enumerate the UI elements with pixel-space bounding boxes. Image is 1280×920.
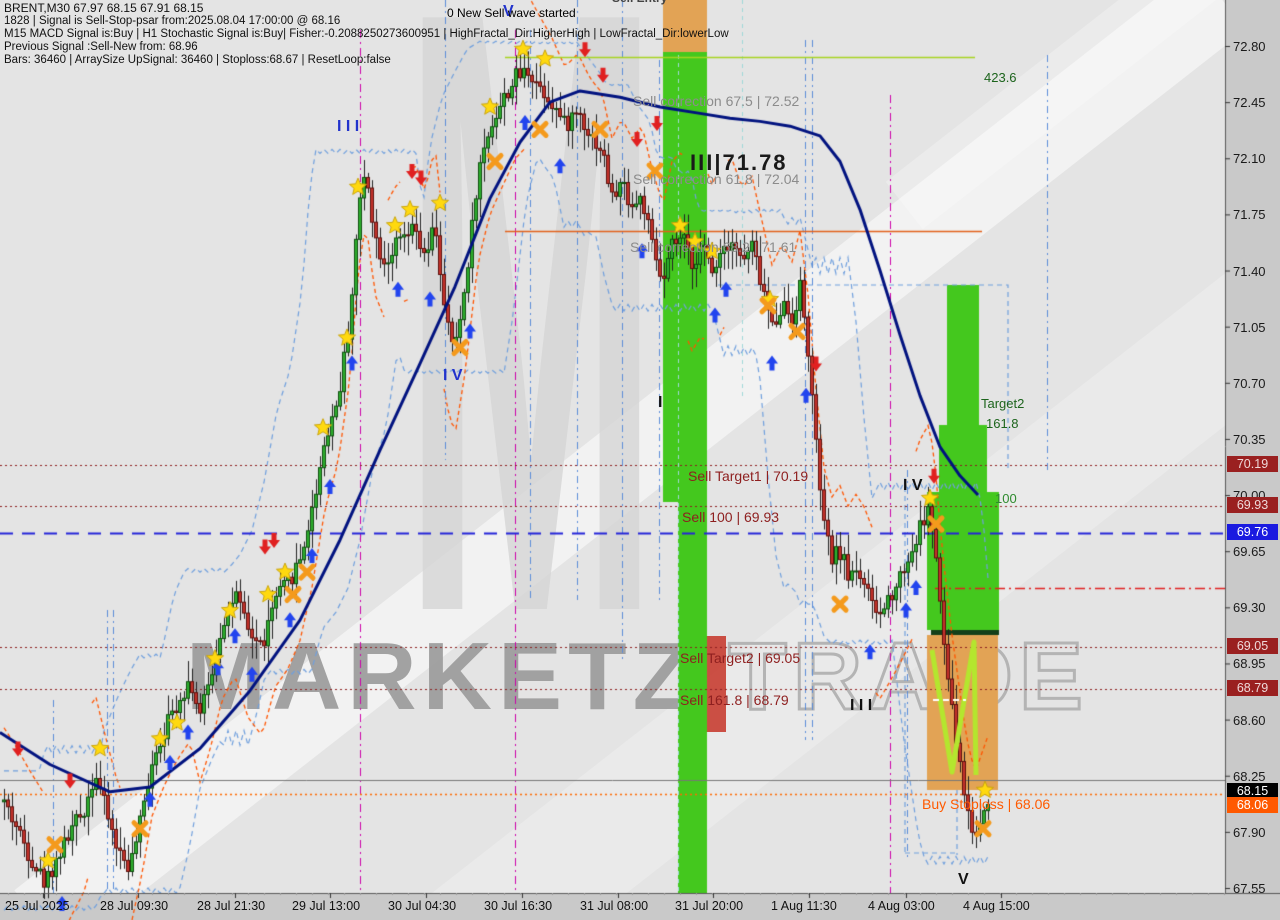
clipped-top-label: Sell Entry — [612, 0, 667, 5]
chart-info-panel: BRENT,M30 67.97 68.15 67.91 68.15 1828 |… — [4, 1, 729, 67]
signal-line: 1828 | Signal is Sell-Stop-psar from:202… — [4, 15, 341, 28]
sell-wave-alert: 0 New Sell wave started — [447, 6, 576, 20]
bars-line: Bars: 36460 | ArraySize UpSignal: 36460 … — [4, 54, 391, 67]
indicator-line: M15 MACD Signal is:Buy | H1 Stochastic S… — [4, 28, 729, 41]
symbol-title: BRENT,M30 67.97 68.15 67.91 68.15 — [4, 1, 204, 15]
previous-signal-line: Previous Signal :Sell-New from: 68.96 — [4, 41, 198, 54]
